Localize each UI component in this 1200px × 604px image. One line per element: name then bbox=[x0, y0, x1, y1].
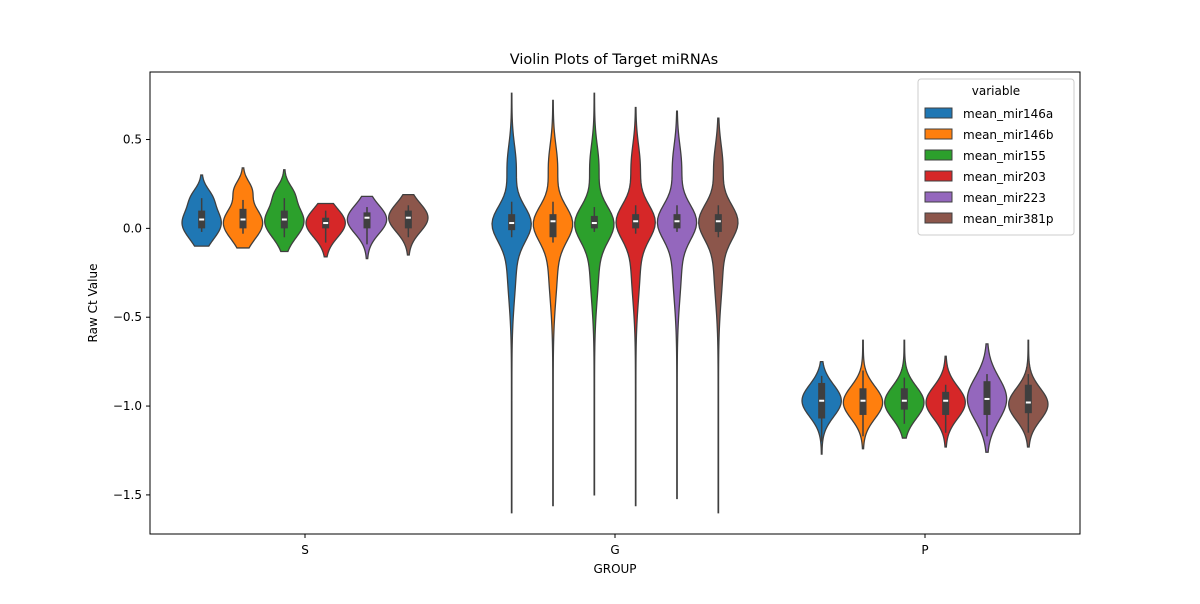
violin-iqr-box bbox=[900, 388, 908, 410]
y-tick-label: 0.5 bbox=[123, 133, 142, 147]
legend-title: variable bbox=[972, 84, 1020, 98]
violin-body bbox=[532, 99, 574, 507]
chart-title: Violin Plots of Target miRNAs bbox=[510, 52, 718, 68]
legend-swatch bbox=[924, 128, 953, 140]
legend-entry: mean_mir223 bbox=[963, 191, 1046, 205]
legend-swatch bbox=[924, 107, 953, 119]
violin-body bbox=[656, 110, 698, 500]
y-tick-label: −1.5 bbox=[113, 488, 142, 502]
y-tick-label: −1.0 bbox=[113, 399, 142, 413]
x-tick-label: P bbox=[921, 543, 928, 557]
y-tick-label: −0.5 bbox=[113, 310, 142, 324]
violin-iqr-box bbox=[363, 212, 371, 229]
violin-body bbox=[574, 92, 615, 496]
y-axis-label: Raw Ct Value bbox=[86, 264, 100, 343]
violin-iqr-box bbox=[1024, 384, 1032, 414]
violin-body bbox=[491, 92, 532, 514]
legend-entry: mean_mir146b bbox=[963, 128, 1054, 142]
legend-entry: mean_mir155 bbox=[963, 149, 1046, 163]
legend-swatch bbox=[924, 170, 953, 182]
legend-swatch bbox=[924, 212, 953, 224]
legend-swatch bbox=[924, 191, 953, 203]
y-tick-label: 0.0 bbox=[123, 221, 142, 235]
violin-body bbox=[698, 117, 739, 514]
x-tick-label: S bbox=[301, 543, 309, 557]
y-axis: −1.5 −1.0 −0.5 0.0 0.5 bbox=[113, 133, 150, 502]
violin-body bbox=[615, 106, 656, 507]
x-tick-label: G bbox=[610, 543, 619, 557]
legend-frame bbox=[917, 78, 1075, 236]
legend-entry: mean_mir203 bbox=[963, 170, 1046, 184]
violin-iqr-box bbox=[549, 214, 557, 238]
violin-group bbox=[181, 92, 1049, 514]
legend-swatch bbox=[924, 149, 953, 161]
violin-iqr-box bbox=[714, 214, 722, 232]
legend: variable mean_mir146a mean_mir146b mean_mir… bbox=[917, 78, 1075, 236]
x-axis-label: GROUP bbox=[593, 562, 636, 576]
violin-iqr-box bbox=[404, 210, 412, 229]
legend-entry: mean_mir146a bbox=[963, 107, 1053, 121]
violin-iqr-box bbox=[942, 391, 950, 415]
legend-entry: mean_mir381p bbox=[963, 212, 1054, 226]
